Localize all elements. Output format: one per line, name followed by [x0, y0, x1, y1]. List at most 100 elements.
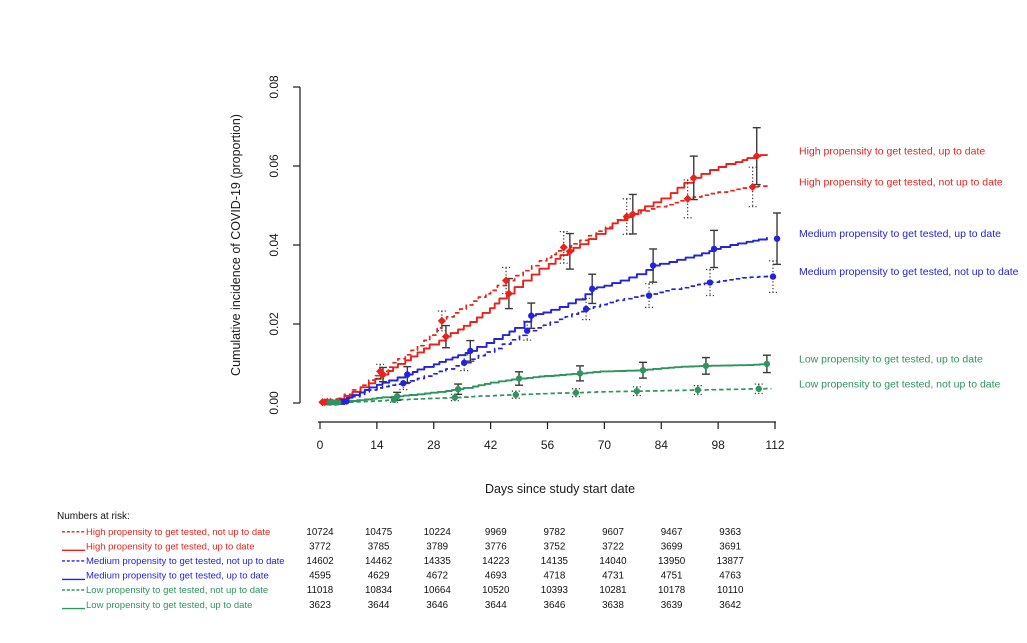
marker-high-not-up-to-date [559, 243, 568, 252]
marker-high-up-to-date [441, 332, 451, 341]
marker-medium-not-up-to-date [769, 273, 777, 280]
risk-count-value: 9969 [485, 527, 507, 538]
risk-count-value: 3789 [426, 542, 448, 553]
y-tick-label: 0.04 [267, 233, 281, 257]
marker-low-up-to-date [576, 370, 584, 377]
risk-count-value: 10178 [658, 585, 686, 596]
risk-count-value: 3691 [719, 542, 741, 553]
x-tick-label: 0 [317, 438, 324, 452]
risk-table-row: Medium propensity to get tested, up to d… [62, 571, 742, 582]
marker-high-not-up-to-date [437, 316, 446, 325]
risk-count-value: 14223 [482, 556, 510, 567]
risk-count-value: 4751 [661, 571, 683, 582]
x-tick-label: 42 [484, 438, 498, 452]
risk-count-value: 3642 [719, 600, 741, 611]
risk-count-value: 4763 [719, 571, 741, 582]
marker-low-not-up-to-date [572, 389, 580, 396]
marker-medium-up-to-date [773, 235, 781, 242]
risk-count-value: 3644 [368, 600, 390, 611]
marker-high-not-up-to-date [501, 276, 511, 285]
marker-medium-not-up-to-date [461, 359, 468, 366]
risk-count-value: 11018 [307, 585, 334, 596]
marker-low-up-to-date [702, 362, 710, 370]
risk-count-value: 10834 [365, 585, 393, 596]
y-axis-ticks: 0.00 0.02 0.04 0.06 0.08 [267, 75, 300, 415]
risk-count-value: 9607 [602, 527, 624, 538]
y-axis-title: Cumulative incidence of COVID-19 (propor… [229, 114, 243, 376]
risk-count-value: 10281 [599, 585, 626, 596]
risk-count-value: 10724 [306, 527, 334, 538]
marker-high-not-up-to-date [318, 398, 327, 407]
y-tick-label: 0.08 [267, 75, 281, 99]
risk-count-value: 3644 [485, 600, 507, 611]
marker-medium-not-up-to-date [340, 398, 347, 406]
marker-low-up-to-date [454, 385, 462, 393]
y-tick-label: 0.00 [267, 391, 281, 415]
marker-high-up-to-date [565, 247, 574, 256]
risk-count-value: 14135 [541, 556, 569, 567]
marker-medium-up-to-date [649, 262, 657, 269]
risk-count-value: 3776 [485, 542, 507, 553]
risk-count-value: 3623 [309, 600, 331, 611]
curve-low-not-up-to-date [320, 387, 772, 404]
y-tick-label: 0.06 [267, 154, 281, 178]
x-tick-label: 112 [765, 438, 784, 452]
marker-medium-not-up-to-date [706, 279, 714, 286]
risk-row-label: High propensity to get tested, up to dat… [86, 542, 254, 553]
risk-count-value: 4629 [368, 571, 390, 582]
risk-row-label: Low propensity to get tested, up to date [86, 600, 252, 611]
marker-low-not-up-to-date [512, 391, 520, 398]
curve-label-high-up-to-date: High propensity to get tested, up to dat… [799, 146, 985, 158]
risk-count-value: 10224 [424, 527, 452, 538]
risk-table-row: High propensity to get tested, not up to… [62, 527, 742, 538]
marker-medium-not-up-to-date [523, 327, 531, 334]
curve-label-low-up-to-date: Low propensity to get tested, up to date [799, 353, 983, 365]
risk-count-value: 3699 [661, 542, 683, 553]
risk-count-value: 9467 [661, 527, 683, 538]
marker-low-not-up-to-date [451, 394, 459, 401]
marker-low-not-up-to-date [326, 399, 333, 406]
curve-label-medium-not-up-to-date: Medium propensity to get tested, not up … [799, 266, 1019, 278]
data-point-markers [318, 152, 781, 407]
curve-medium-up-to-date [320, 237, 768, 404]
marker-medium-not-up-to-date [645, 292, 653, 299]
marker-high-up-to-date [504, 289, 514, 298]
x-tick-label: 84 [655, 438, 669, 452]
x-tick-label: 56 [541, 438, 555, 452]
error-bars [376, 126, 782, 403]
marker-medium-not-up-to-date [582, 305, 590, 313]
curve-label-high-not-up-to-date: High propensity to get tested, not up to… [799, 176, 1003, 188]
marker-high-not-up-to-date [683, 194, 692, 203]
risk-count-value: 10520 [482, 585, 510, 596]
marker-high-not-up-to-date [748, 182, 757, 192]
marker-low-not-up-to-date [633, 387, 641, 395]
y-tick-label: 0.02 [267, 312, 281, 336]
marker-low-not-up-to-date [694, 386, 702, 394]
risk-count-value: 4672 [426, 571, 448, 582]
x-tick-label: 14 [370, 438, 384, 452]
risk-count-value: 10393 [541, 585, 569, 596]
risk-row-label: Low propensity to get tested, not up to … [86, 585, 268, 596]
marker-high-up-to-date [752, 152, 761, 161]
numbers-at-risk-table: High propensity to get tested, not up to… [62, 527, 744, 611]
risk-count-value: 14040 [599, 556, 627, 567]
risk-row-label: Medium propensity to get tested, not up … [86, 556, 285, 567]
curve-label-low-not-up-to-date: Low propensity to get tested, not up to … [799, 378, 1001, 390]
marker-low-up-to-date [515, 375, 523, 382]
risk-count-value: 4718 [544, 571, 566, 582]
risk-count-value: 10475 [365, 527, 393, 538]
marker-high-not-up-to-date [376, 367, 385, 376]
risk-count-value: 14462 [365, 556, 392, 567]
risk-table-row: Low propensity to get tested, not up to … [62, 585, 744, 596]
marker-low-not-up-to-date [390, 396, 398, 404]
risk-count-value: 10110 [717, 585, 744, 596]
marker-high-not-up-to-date [622, 212, 631, 221]
risk-row-label: Medium propensity to get tested, up to d… [86, 571, 269, 582]
x-tick-label: 28 [427, 438, 441, 452]
risk-count-value: 3752 [544, 542, 566, 553]
curve-medium-not-up-to-date [320, 275, 776, 404]
risk-count-value: 3785 [368, 542, 390, 553]
x-tick-label: 70 [598, 438, 612, 452]
